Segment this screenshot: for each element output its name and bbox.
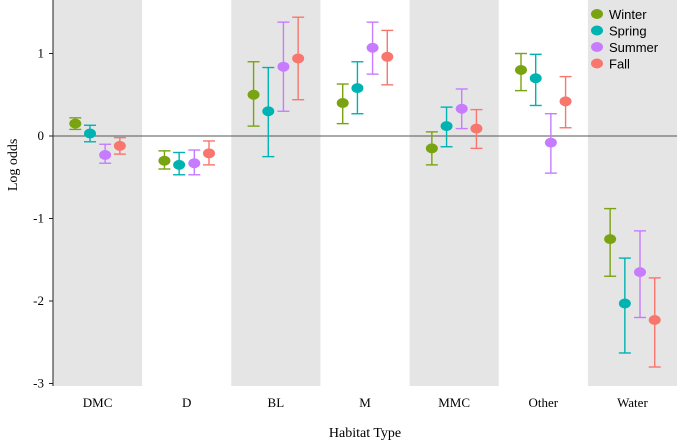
series-fall	[113, 16, 661, 368]
point-summer-d	[188, 158, 201, 169]
point-spring-dmc	[83, 128, 96, 139]
y-tick-label: 1	[38, 46, 45, 61]
x-axis-ticks: DMC D BL M MMC Other Water	[83, 395, 649, 410]
point-fall-bl	[292, 53, 305, 64]
shaded-band-mmc	[409, 0, 499, 386]
shaded-band-bl	[231, 0, 321, 386]
point-summer-water	[634, 267, 647, 278]
point-summer-other	[544, 137, 557, 148]
x-tick-label-bl: BL	[268, 395, 285, 410]
legend-item-winter: Winter	[591, 7, 647, 22]
legend-label: Spring	[609, 24, 647, 39]
y-axis-ticks: 1 0 -1 -2 -3	[33, 46, 53, 391]
point-winter-water	[604, 234, 617, 245]
point-winter-other	[515, 65, 527, 75]
y-tick-label: -1	[33, 211, 44, 226]
x-tick-label-mmc: MMC	[438, 395, 470, 410]
point-winter-m	[336, 98, 349, 108]
point-spring-water	[618, 298, 631, 309]
point-fall-other	[559, 96, 572, 107]
legend-item-spring: Spring	[591, 24, 647, 39]
point-fall-d	[203, 148, 215, 159]
point-spring-mmc	[440, 121, 453, 132]
point-fall-dmc	[113, 140, 126, 151]
x-tick-label-d: D	[182, 395, 191, 410]
series-summer	[99, 21, 647, 319]
series-winter	[69, 52, 617, 277]
legend-item-fall: Fall	[591, 57, 630, 72]
point-fall-mmc	[470, 123, 483, 134]
x-axis-title: Habitat Type	[329, 426, 401, 441]
point-winter-dmc	[69, 118, 82, 129]
y-tick-label: -3	[33, 376, 44, 391]
point-spring-other	[529, 73, 542, 84]
x-tick-label-water: Water	[617, 395, 648, 410]
point-summer-mmc	[455, 103, 468, 114]
point-summer-m	[366, 42, 379, 53]
x-tick-label-other: Other	[528, 395, 558, 410]
point-winter-bl	[247, 89, 260, 100]
category-bands	[53, 0, 677, 386]
point-summer-dmc	[99, 149, 112, 160]
x-tick-label-dmc: DMC	[83, 395, 113, 410]
legend-swatch	[591, 9, 603, 19]
data-marks	[69, 16, 661, 368]
shaded-band-water	[587, 0, 677, 386]
point-fall-water	[648, 314, 661, 325]
y-axis-title: Log odds	[6, 139, 21, 192]
point-winter-d	[158, 155, 171, 166]
x-tick-label-m: M	[359, 395, 371, 410]
legend-swatch	[591, 58, 603, 69]
legend-label: Summer	[609, 40, 659, 55]
point-spring-bl	[262, 106, 275, 117]
y-tick-label: 0	[38, 128, 45, 143]
shaded-band-dmc	[53, 0, 143, 386]
point-spring-m	[351, 83, 364, 94]
legend-swatch	[591, 25, 603, 36]
point-summer-bl	[277, 61, 290, 72]
point-spring-d	[173, 159, 186, 170]
point-fall-m	[381, 51, 394, 62]
legend-label: Fall	[609, 57, 630, 72]
point-winter-mmc	[425, 143, 438, 154]
legend-item-summer: Summer	[591, 40, 659, 55]
legend-label: Winter	[609, 7, 647, 22]
legend-swatch	[591, 42, 603, 52]
series-spring	[83, 53, 631, 354]
y-tick-label: -2	[33, 293, 44, 308]
